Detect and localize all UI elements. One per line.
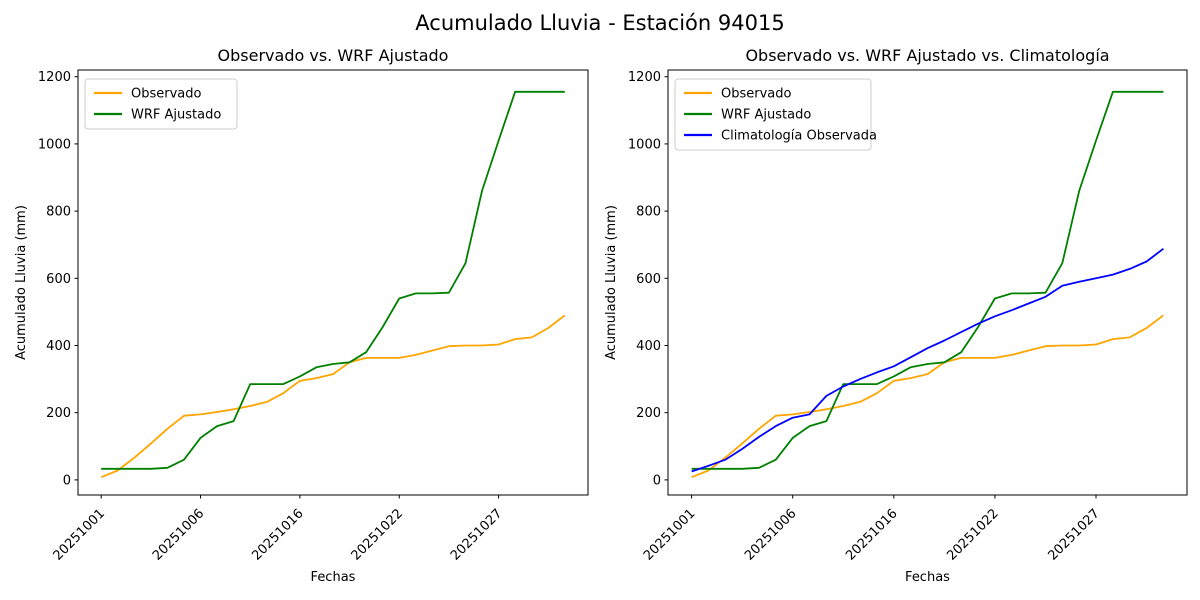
x-axis-label: Fechas bbox=[905, 570, 950, 585]
y-tick-label: 1200 bbox=[628, 70, 661, 85]
y-axis-label: Acumulado Lluvia (mm) bbox=[604, 205, 619, 360]
y-tick-label: 600 bbox=[46, 272, 71, 287]
y-tick-label: 600 bbox=[636, 272, 661, 287]
legend-box bbox=[84, 78, 238, 130]
y-axis-label: Acumulado Lluvia (mm) bbox=[14, 205, 29, 360]
y-tick-label: 0 bbox=[63, 473, 71, 488]
y-tick-label: 400 bbox=[46, 339, 71, 354]
series-line-observado bbox=[100, 314, 566, 479]
chart-title: Observado vs. WRF Ajustado bbox=[218, 46, 449, 65]
x-tick-label: 20251022 bbox=[944, 506, 1001, 563]
legend-box bbox=[674, 78, 872, 151]
y-tick-label: 0 bbox=[653, 473, 661, 488]
y-tick-label: 1200 bbox=[38, 70, 71, 85]
series-line-wrf-ajustado bbox=[691, 90, 1164, 470]
y-tick-label: 400 bbox=[636, 339, 661, 354]
series-line-observado bbox=[691, 314, 1164, 479]
y-tick-label: 800 bbox=[46, 205, 71, 220]
legend-label-climatologia-observada: Climatología Observada bbox=[721, 129, 877, 144]
series-line-wrf-ajustado bbox=[101, 90, 565, 470]
figure-title: Acumulado Lluvia - Estación 94015 bbox=[415, 11, 784, 35]
x-tick-label: 20251001 bbox=[641, 506, 698, 563]
y-tick-label: 1000 bbox=[38, 137, 71, 152]
y-tick-label: 200 bbox=[46, 406, 71, 421]
x-tick-label: 20251016 bbox=[843, 506, 900, 563]
x-tick-label: 20251006 bbox=[742, 506, 799, 563]
legend-label-wrf-ajustado: WRF Ajustado bbox=[131, 108, 221, 123]
legend: Observado WRF Ajustado Climatología Observ… bbox=[674, 78, 877, 151]
chart-title: Observado vs. WRF Ajustado vs. Climatolo… bbox=[745, 46, 1109, 65]
series-line-climatologia-observada bbox=[691, 247, 1164, 473]
x-tick-label: 20251006 bbox=[150, 506, 207, 563]
legend-label-observado: Observado bbox=[721, 87, 792, 102]
x-tick-label: 20251001 bbox=[51, 506, 108, 563]
plot-border bbox=[667, 69, 1188, 496]
x-tick-label: 20251027 bbox=[448, 506, 505, 563]
plot-border bbox=[77, 69, 589, 496]
legend-label-wrf-ajustado: WRF Ajustado bbox=[721, 108, 811, 123]
chart-0: Observado vs. WRF Ajustado 0 200 400 600 800 1… bbox=[14, 46, 589, 585]
y-tick-label: 1000 bbox=[628, 137, 661, 152]
x-axis-label: Fechas bbox=[311, 570, 356, 585]
y-tick-label: 800 bbox=[636, 205, 661, 220]
x-tick-label: 20251022 bbox=[349, 506, 406, 563]
legend-label-observado: Observado bbox=[131, 87, 202, 102]
legend: Observado WRF Ajustado bbox=[84, 78, 238, 130]
x-tick-label: 20251027 bbox=[1045, 506, 1102, 563]
chart-1: Observado vs. WRF Ajustado vs. Climatolo… bbox=[604, 46, 1188, 585]
x-tick-label: 20251016 bbox=[249, 506, 306, 563]
y-tick-label: 200 bbox=[636, 406, 661, 421]
